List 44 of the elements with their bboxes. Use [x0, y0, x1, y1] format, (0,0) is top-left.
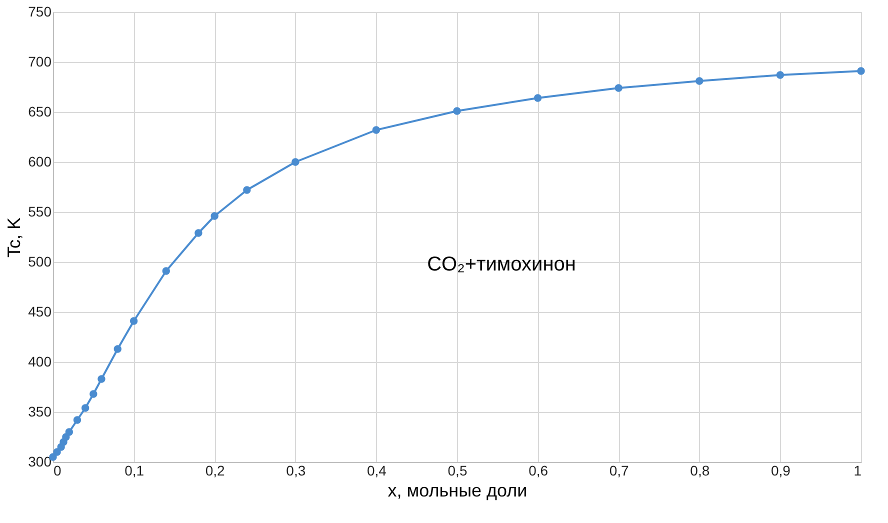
point [696, 77, 704, 85]
x-tick-label: 0,8 [690, 462, 710, 478]
x-tick-label: 1 [854, 462, 862, 478]
annotation: CO₂+тимохинон [427, 254, 576, 276]
point [53, 448, 61, 456]
point [114, 345, 122, 353]
y-tick-label: 300 [28, 454, 52, 470]
point [534, 94, 542, 102]
y-tick-label: 450 [28, 304, 52, 320]
x-tick-label: 0 [54, 462, 62, 478]
point [776, 71, 784, 79]
point [98, 375, 106, 383]
y-tick-label: 600 [28, 154, 52, 170]
x-tick-label: 0,6 [528, 462, 548, 478]
point [73, 416, 82, 424]
x-tick-label: 0,9 [770, 462, 791, 478]
x-tick-label: 0,5 [448, 462, 468, 478]
y-tick-label: 550 [28, 204, 52, 220]
y-axis-title: Tc, K [4, 217, 24, 258]
point [453, 107, 461, 115]
point [372, 126, 380, 134]
point [130, 317, 138, 325]
point [162, 267, 170, 275]
y-tick-label: 700 [28, 54, 52, 70]
point [90, 390, 98, 398]
x-tick-label: 0,7 [609, 462, 630, 478]
y-tick-label: 750 [28, 4, 52, 20]
x-tick-label: 0,2 [205, 462, 226, 478]
point [194, 229, 202, 237]
point [614, 84, 622, 92]
point [243, 186, 251, 194]
point [857, 67, 865, 75]
point [81, 404, 90, 412]
point [292, 158, 300, 166]
x-tick-label: 0,1 [124, 462, 144, 478]
point [210, 212, 218, 220]
x-tick-label: 0,3 [286, 462, 306, 478]
y-tick-label: 350 [28, 404, 52, 420]
x-axis-title: x, мольные доли [388, 480, 528, 500]
x-tick-label: 0,4 [366, 462, 387, 478]
y-tick-label: 400 [28, 354, 52, 370]
y-tick-label: 650 [28, 104, 52, 120]
point [65, 428, 74, 436]
y-tick-label: 500 [28, 254, 52, 270]
